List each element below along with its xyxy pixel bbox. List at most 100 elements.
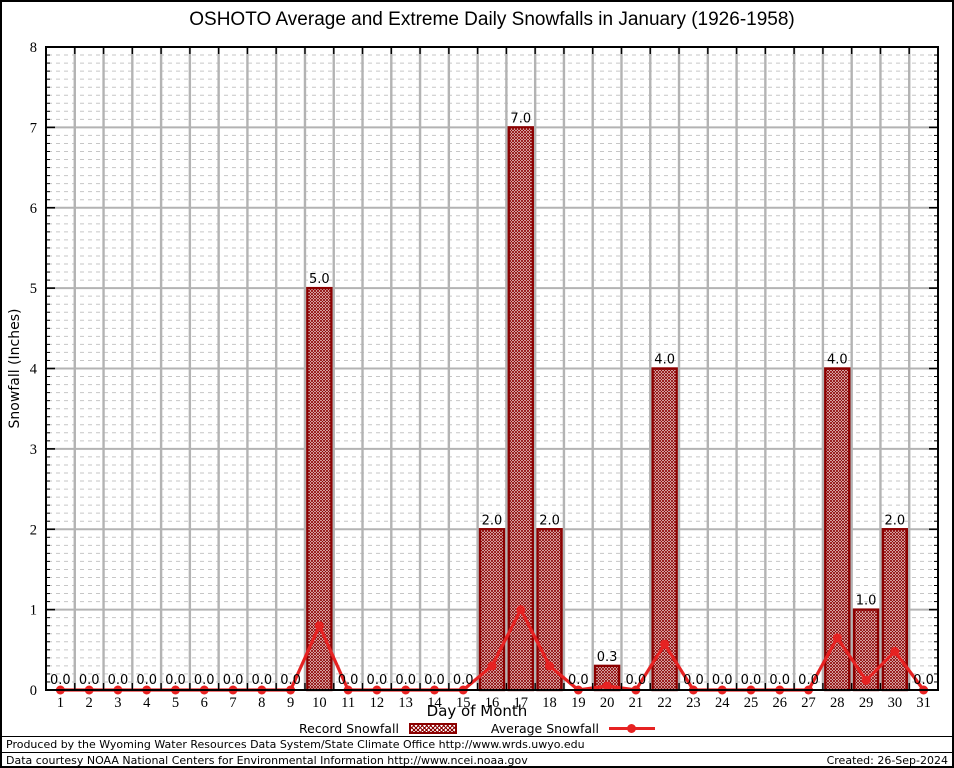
record-snowfall-swatch-icon (408, 722, 457, 734)
svg-text:11: 11 (341, 695, 355, 711)
svg-text:8: 8 (258, 695, 265, 711)
value-label-day-29: 1.0 (856, 594, 877, 609)
value-label-day-19: 0.0 (568, 673, 589, 688)
svg-text:7: 7 (229, 695, 236, 711)
value-label-day-14: 0.0 (424, 673, 445, 688)
legend-item-average-snowfall: Average Snowfall (491, 721, 655, 736)
record-bar-day-18 (536, 528, 563, 692)
svg-text:13: 13 (398, 695, 413, 711)
average-marker-day-22 (660, 639, 670, 649)
value-label-day-16: 2.0 (482, 513, 503, 528)
value-label-day-12: 0.0 (367, 673, 388, 688)
svg-text:5: 5 (30, 281, 37, 297)
svg-text:19: 19 (571, 695, 586, 711)
average-marker-day-30 (890, 646, 900, 656)
svg-text:4: 4 (30, 362, 38, 378)
value-label-day-10: 5.0 (309, 272, 330, 287)
legend-label-record: Record Snowfall (299, 720, 399, 736)
value-label-day-2: 0.0 (79, 673, 100, 688)
snowfall-plot: 0.0 0.0 0.0 0.0 0.0 0.0 0.0 0.0 0.0 5.0 0.0 0.0 0.0 0… (7, 40, 939, 711)
svg-text:1: 1 (57, 695, 64, 711)
footer-produced-by: Produced by the Wyoming Water Resources … (0, 736, 954, 752)
svg-text:8: 8 (30, 40, 37, 56)
svg-text:9: 9 (287, 695, 294, 711)
svg-text:24: 24 (715, 695, 730, 711)
value-label-day-31: 0.0 (913, 673, 934, 688)
average-marker-day-16 (487, 661, 497, 671)
svg-text:7: 7 (30, 120, 37, 136)
svg-text:2: 2 (30, 522, 37, 538)
value-label-day-20: 0.3 (597, 650, 618, 665)
average-marker-day-10 (314, 621, 324, 631)
major-gridlines (46, 47, 938, 690)
value-label-day-7: 0.0 (223, 673, 244, 688)
svg-text:30: 30 (888, 695, 903, 711)
legend: Record Snowfall Average Snowfall (0, 720, 954, 736)
svg-text:3: 3 (30, 442, 37, 458)
svg-text:16: 16 (485, 695, 500, 711)
svg-text:14: 14 (427, 695, 442, 711)
footer-row: Data courtesy NOAA National Centers for … (0, 752, 954, 768)
average-marker-day-17 (516, 605, 526, 615)
bar-value-labels: 0.0 0.0 0.0 0.0 0.0 0.0 0.0 0.0 0.0 5.0 0.0 0.0 0.0 0… (50, 111, 934, 688)
svg-text:5: 5 (172, 695, 179, 711)
legend-label-average: Average Snowfall (490, 720, 599, 736)
y-tick-labels: 0 1 2 3 4 5 6 7 8 (30, 40, 38, 699)
average-marker-day-18 (545, 661, 555, 671)
svg-text:12: 12 (370, 695, 385, 711)
chart-title: OSHOTO Average and Extreme Daily Snowfal… (189, 9, 795, 30)
value-label-day-13: 0.0 (395, 673, 416, 688)
value-label-day-17: 7.0 (510, 111, 531, 126)
y-axis-title: Snowfall (Inches) (7, 309, 23, 429)
value-label-day-15: 0.0 (453, 673, 474, 688)
value-label-day-3: 0.0 (108, 673, 129, 688)
record-bar-day-22 (651, 367, 678, 692)
svg-text:10: 10 (312, 695, 327, 711)
svg-text:3: 3 (114, 695, 121, 711)
legend-item-record-snowfall: Record Snowfall (299, 721, 457, 736)
svg-text:25: 25 (744, 695, 759, 711)
value-label-day-4: 0.0 (136, 673, 157, 688)
record-bar-day-30 (881, 528, 909, 692)
average-marker-day-29 (861, 675, 871, 685)
svg-text:6: 6 (30, 201, 37, 217)
value-label-day-27: 0.0 (798, 673, 819, 688)
svg-text:31: 31 (916, 695, 931, 711)
value-label-day-22: 4.0 (654, 353, 675, 368)
value-label-day-1: 0.0 (50, 673, 71, 688)
svg-text:27: 27 (801, 695, 816, 711)
value-label-day-30: 2.0 (884, 513, 905, 528)
x-tick-labels: 1 2 3 4 5 6 7 8 9 10 11 12 13 14 15 16 17 18 19 20 21 22 23 24 2… (57, 695, 931, 711)
svg-text:2: 2 (86, 695, 93, 711)
value-label-day-6: 0.0 (194, 673, 215, 688)
svg-text:1: 1 (30, 603, 37, 619)
svg-text:28: 28 (830, 695, 845, 711)
svg-text:26: 26 (772, 695, 787, 711)
value-label-day-21: 0.0 (626, 673, 647, 688)
svg-text:18: 18 (542, 695, 557, 711)
svg-text:4: 4 (143, 695, 151, 711)
average-marker-day-20 (602, 681, 612, 691)
svg-text:23: 23 (686, 695, 701, 711)
svg-text:6: 6 (201, 695, 208, 711)
svg-text:20: 20 (600, 695, 615, 711)
svg-text:22: 22 (657, 695, 672, 711)
value-label-day-9: 0.0 (280, 673, 301, 688)
value-label-day-24: 0.0 (712, 673, 733, 688)
record-bar-day-16 (478, 528, 506, 692)
value-label-day-23: 0.0 (683, 673, 704, 688)
svg-text:0: 0 (30, 683, 37, 699)
x-axis-title: Day of Month (426, 702, 528, 720)
svg-text:15: 15 (456, 695, 471, 711)
value-label-day-11: 0.0 (338, 673, 359, 688)
value-label-day-28: 4.0 (827, 353, 848, 368)
value-label-day-25: 0.0 (741, 673, 762, 688)
value-label-day-18: 2.0 (539, 513, 560, 528)
value-label-day-26: 0.0 (769, 673, 790, 688)
value-label-day-8: 0.0 (251, 673, 272, 688)
footer-created-date: Created: 26-Sep-2024 (826, 754, 948, 767)
average-snowfall-swatch-icon (608, 723, 655, 733)
footer-data-courtesy: Data courtesy NOAA National Centers for … (6, 754, 528, 767)
svg-text:21: 21 (629, 695, 644, 711)
